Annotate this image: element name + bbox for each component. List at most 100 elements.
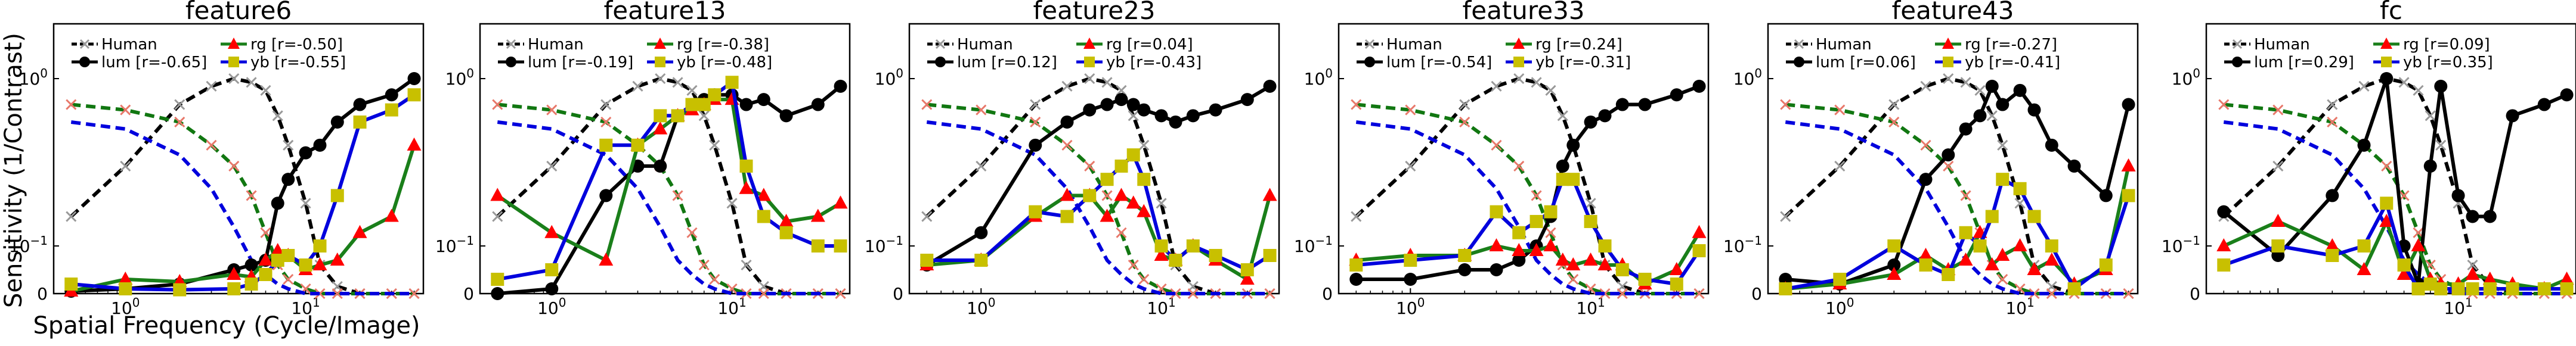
data-point: [271, 197, 284, 210]
x-tick-label: 101: [1576, 295, 1605, 318]
data-point: [2483, 210, 2497, 223]
data-point: [1100, 98, 1114, 111]
data-point: [1544, 205, 1558, 219]
legend-label: yb [r=-0.55]: [250, 54, 346, 71]
data-point: [2559, 272, 2574, 285]
data-point: [545, 263, 559, 276]
x-tick-label: 101: [2444, 295, 2472, 318]
data-point: [118, 272, 133, 285]
legend-marker: [935, 39, 946, 49]
data-point: [1513, 160, 1525, 172]
data-point: [271, 254, 284, 267]
panel-title: feature23: [1033, 0, 1155, 25]
y-tick-label: 10−1: [1294, 233, 1333, 256]
data-point: [66, 99, 77, 110]
data-point: [206, 139, 217, 151]
data-point: [546, 104, 558, 116]
data-point: [1138, 139, 1150, 151]
data-point: [246, 77, 257, 88]
data-point: [384, 208, 399, 222]
data-point: [686, 85, 698, 96]
data-point: [686, 227, 698, 238]
data-point: [2467, 259, 2478, 271]
data-point: [757, 93, 770, 107]
series-line: [1785, 120, 2129, 295]
data-point: [2413, 85, 2424, 96]
data-point: [2027, 262, 2042, 275]
data-point: [1543, 238, 1558, 251]
data-point: [1598, 239, 1612, 253]
data-point: [1240, 93, 1254, 107]
data-point: [1942, 268, 1955, 281]
data-point: [330, 253, 345, 266]
data-point: [1404, 273, 1417, 286]
data-point: [1973, 239, 1987, 253]
legend-marker: [2380, 38, 2392, 49]
data-point: [758, 288, 769, 300]
data-point: [2027, 210, 2041, 223]
data-point: [1405, 104, 1416, 116]
data-point: [1101, 190, 1113, 201]
data-point: [2466, 210, 2479, 223]
data-point: [2357, 239, 2371, 253]
data-point: [1919, 258, 1933, 272]
data-point: [1597, 257, 1612, 270]
legend-label: rg [r=-0.27]: [1965, 36, 2057, 54]
data-point: [1598, 109, 1612, 123]
legend-label: yb [r=0.35]: [2403, 54, 2493, 71]
data-point: [1351, 99, 1362, 110]
data-point: [2044, 253, 2059, 266]
legend-marker: [654, 38, 666, 49]
plot-frame: [2205, 23, 2576, 295]
legend-entry-rg: rg [r=-0.50]: [221, 36, 343, 54]
x-tick-label: 100: [967, 295, 995, 318]
data-point: [227, 282, 241, 295]
legend-label: Human: [2254, 36, 2310, 54]
data-point: [976, 104, 987, 116]
data-point: [2271, 213, 2286, 227]
data-point: [1209, 103, 1222, 117]
data-point: [1512, 243, 1527, 256]
data-point: [1617, 288, 1628, 300]
data-point: [1670, 88, 1683, 102]
data-point: [708, 88, 722, 102]
data-point: [1920, 139, 1931, 151]
series-lum: [64, 72, 421, 298]
data-point: [698, 110, 710, 121]
data-point: [120, 104, 131, 116]
data-point: [811, 239, 825, 253]
data-point: [260, 227, 271, 238]
data-point: [2121, 158, 2136, 172]
series-line: [925, 77, 1270, 295]
legend-label: lum [r=0.29]: [2254, 54, 2354, 71]
data-point: [2425, 110, 2436, 121]
data-point: [1973, 109, 1987, 123]
data-point: [1670, 278, 1683, 291]
legend-marker: [79, 57, 90, 67]
data-point: [2423, 278, 2437, 291]
data-point: [1692, 225, 1707, 238]
series-rg: [64, 137, 422, 297]
data-point: [1060, 210, 1074, 223]
x-tick-label: 100: [537, 295, 566, 318]
panel-title: feature6: [185, 0, 292, 25]
legend-entry-yb: yb [r=-0.55]: [221, 54, 346, 71]
data-point: [1100, 173, 1114, 186]
data-point: [1986, 110, 1998, 121]
data-point: [698, 259, 710, 271]
data-point: [1084, 73, 1095, 85]
data-point: [1351, 211, 1362, 222]
legend-marker: [79, 39, 90, 49]
series-yb: [1349, 173, 1706, 291]
series-lum: [491, 79, 847, 300]
series-yb: [920, 148, 1277, 276]
data-point: [2465, 267, 2480, 280]
series-line: [1785, 166, 2131, 291]
legend-marker: [655, 57, 665, 67]
series-lum: [2217, 72, 2574, 291]
data-point: [283, 273, 294, 285]
data-point: [1169, 254, 1182, 267]
